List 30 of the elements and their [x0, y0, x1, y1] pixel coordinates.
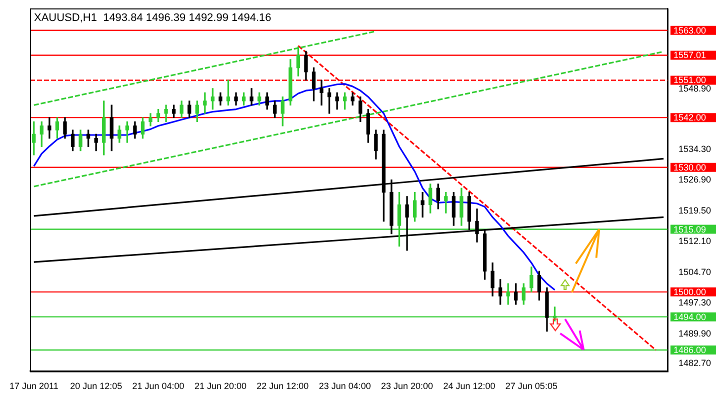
x-tick-label: 21 Jun 20:00 — [194, 381, 246, 392]
x-tick-label: 23 Jun 04:00 — [318, 381, 371, 392]
x-tick-label: 21 Jun 04:00 — [132, 381, 184, 392]
chart-title: XAUUSD,H1 1493.84 1496.39 1492.99 1494.16 — [34, 12, 272, 24]
y-tick-label: 1548.90 — [678, 83, 712, 94]
y-tick-label: 1504.70 — [678, 266, 712, 277]
candlestick — [48, 117, 52, 139]
y-tick-label: 1512.10 — [678, 236, 712, 246]
ref-line-label: 1486.00 — [673, 345, 706, 356]
ref-line-label: 1542.00 — [673, 112, 706, 123]
y-tick-label: 1497.30 — [678, 298, 712, 308]
x-tick-label: 22 Jun 12:00 — [256, 381, 309, 392]
x-tick-label: 27 Jun 05:05 — [505, 381, 558, 392]
y-tick-label: 1482.70 — [678, 358, 712, 368]
ref-line-label: 1530.00 — [673, 162, 706, 172]
x-tick-label: 20 Jun 12:05 — [70, 381, 122, 392]
ref-line-label: 1563.00 — [673, 25, 706, 36]
y-tick-label: 1489.90 — [678, 328, 712, 338]
ref-line-label: 1494.00 — [673, 312, 706, 322]
ref-line-label: 1515.09 — [673, 224, 706, 234]
candlestick — [320, 80, 324, 106]
x-tick-label: 23 Jun 20:00 — [381, 381, 434, 392]
ref-line-label: 1557.01 — [673, 50, 706, 60]
ref-line-label: 1551.00 — [673, 75, 706, 86]
y-tick-label: 1534.30 — [678, 144, 712, 154]
x-tick-label: 24 Jun 12:00 — [443, 381, 496, 392]
ref-line-label: 1500.00 — [673, 286, 706, 297]
x-tick-label: 17 Jun 2011 — [9, 381, 58, 392]
y-tick-label: 1526.90 — [678, 174, 712, 185]
y-tick-label: 1519.50 — [678, 205, 712, 216]
